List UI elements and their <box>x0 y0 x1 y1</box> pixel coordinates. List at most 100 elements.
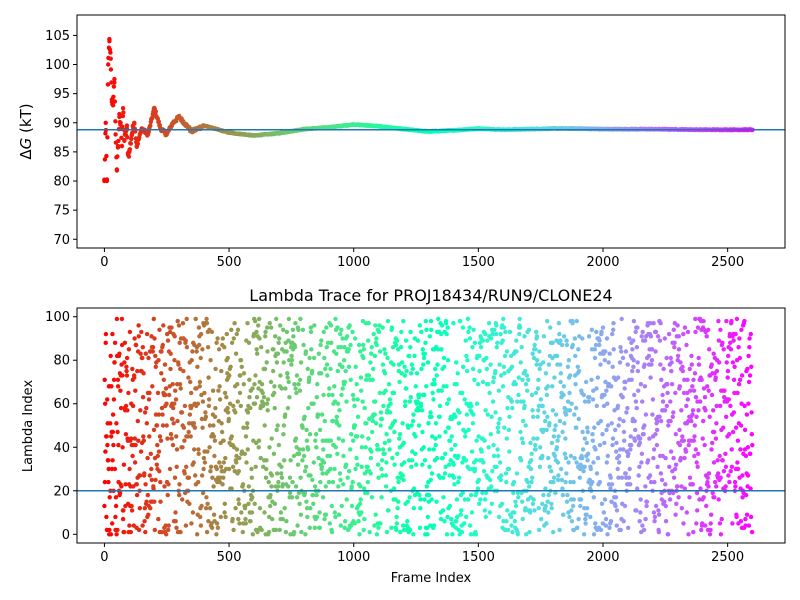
lambda-point <box>367 529 372 535</box>
lambda-point <box>178 366 183 372</box>
lambda-point <box>529 479 534 485</box>
lambda-point <box>710 440 715 446</box>
lambda-point <box>144 421 149 426</box>
lambda-point <box>190 349 195 354</box>
lambda-point <box>560 492 566 498</box>
lambda-point <box>544 521 549 526</box>
lambda-point <box>294 495 300 500</box>
lambda-point <box>735 390 740 396</box>
lambda-point <box>391 486 397 491</box>
lambda-point <box>235 399 240 404</box>
lambda-point <box>108 532 114 537</box>
lambda-point <box>436 388 441 393</box>
lambda-point <box>411 532 416 537</box>
lambda-point <box>132 375 137 380</box>
lambda-point <box>119 484 124 489</box>
lambda-point <box>189 390 194 396</box>
lambda-point <box>396 499 401 504</box>
delta-g-point <box>148 123 153 128</box>
lambda-point <box>159 371 164 376</box>
lambda-point <box>468 492 474 498</box>
lambda-point <box>386 508 391 513</box>
delta-g-point <box>112 80 117 85</box>
lambda-point <box>358 349 363 354</box>
lambda-point <box>255 351 260 356</box>
lambda-point <box>376 525 381 530</box>
lambda-point <box>583 379 589 385</box>
lambda-point <box>547 421 552 426</box>
lambda-point <box>231 527 236 533</box>
lambda-point <box>734 316 740 322</box>
lambda-point <box>748 514 754 520</box>
lambda-point <box>648 479 654 485</box>
lambda-point <box>218 464 224 469</box>
lambda-point <box>324 345 329 350</box>
lambda-point <box>319 412 325 417</box>
lambda-point <box>402 460 407 465</box>
lambda-point <box>531 497 536 502</box>
lambda-point <box>134 482 139 487</box>
lambda-point <box>351 397 356 402</box>
lambda-point <box>318 342 323 348</box>
lambda-point <box>168 329 173 335</box>
lambda-point <box>365 479 371 485</box>
lambda-point <box>471 327 476 332</box>
lambda-point <box>725 368 731 374</box>
lambda-point <box>538 397 544 402</box>
delta-g-point <box>120 113 126 119</box>
lambda-point <box>475 382 481 387</box>
lambda-point <box>729 464 735 469</box>
lambda-point <box>224 395 229 400</box>
delta-g-point <box>117 114 122 120</box>
lambda-point <box>277 336 282 341</box>
lambda-point <box>275 351 281 356</box>
lambda-point <box>729 447 734 452</box>
delta-g-point <box>129 136 134 142</box>
lambda-point <box>623 349 629 354</box>
lambda-point <box>598 527 604 533</box>
lambda-point <box>310 477 315 483</box>
lambda-point <box>648 321 653 326</box>
lambda-point <box>176 323 182 328</box>
lambda-point <box>383 388 388 393</box>
lambda-point <box>670 490 676 496</box>
lambda-point <box>582 464 587 469</box>
lambda-point <box>143 529 148 535</box>
lambda-point <box>340 386 345 391</box>
lambda-point <box>707 532 713 537</box>
lambda-point <box>536 377 541 382</box>
lambda-point <box>252 401 258 406</box>
lambda-point <box>117 351 122 356</box>
lambda-point <box>206 519 211 524</box>
lambda-point <box>274 316 279 322</box>
lambda-point <box>693 316 698 322</box>
lambda-point <box>483 331 488 337</box>
lambda-point <box>252 501 257 506</box>
lambda-point <box>544 427 549 433</box>
lambda-point <box>272 390 277 396</box>
lambda-point <box>196 447 201 452</box>
lambda-point <box>158 479 163 485</box>
lambda-point <box>179 410 185 415</box>
lambda-point <box>244 460 249 465</box>
lambda-point <box>678 360 683 365</box>
lambda-point <box>328 366 333 372</box>
lambda-point <box>110 521 115 526</box>
lambda-point <box>748 486 753 491</box>
lambda-point <box>250 495 255 500</box>
lambda-point <box>189 358 194 363</box>
lambda-point <box>424 384 429 389</box>
lambda-point <box>214 340 219 345</box>
lambda-point <box>624 410 629 415</box>
delta-g-y-tick-label: 90 <box>53 116 70 131</box>
lambda-point <box>487 390 492 396</box>
lambda-point <box>184 464 189 469</box>
lambda-point <box>712 429 717 435</box>
lambda-point <box>554 445 560 450</box>
lambda-point <box>736 382 742 387</box>
lambda-point <box>589 327 594 332</box>
lambda-point <box>183 338 188 343</box>
lambda-point <box>576 368 582 374</box>
lambda-point <box>246 340 252 345</box>
lambda-point <box>723 484 728 489</box>
